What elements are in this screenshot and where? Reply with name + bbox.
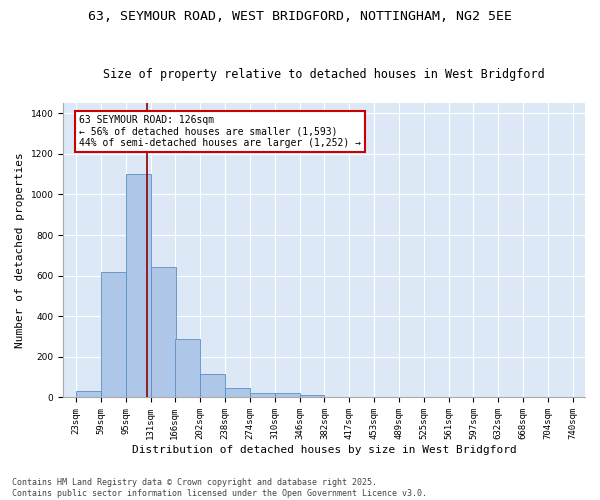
Text: 63 SEYMOUR ROAD: 126sqm
← 56% of detached houses are smaller (1,593)
44% of semi: 63 SEYMOUR ROAD: 126sqm ← 56% of detache… [79,115,361,148]
Bar [175,338,200,398]
Bar [76,392,101,398]
Bar [151,268,176,398]
Bar [200,374,225,398]
X-axis label: Distribution of detached houses by size in West Bridgford: Distribution of detached houses by size … [132,445,517,455]
Bar [225,388,250,398]
Bar [101,272,125,398]
Bar [275,394,299,398]
Text: 63, SEYMOUR ROAD, WEST BRIDGFORD, NOTTINGHAM, NG2 5EE: 63, SEYMOUR ROAD, WEST BRIDGFORD, NOTTIN… [88,10,512,23]
Y-axis label: Number of detached properties: Number of detached properties [15,152,25,348]
Bar [299,395,325,398]
Bar [125,174,151,398]
Bar [250,394,275,398]
Title: Size of property relative to detached houses in West Bridgford: Size of property relative to detached ho… [103,68,545,81]
Text: Contains HM Land Registry data © Crown copyright and database right 2025.
Contai: Contains HM Land Registry data © Crown c… [12,478,427,498]
